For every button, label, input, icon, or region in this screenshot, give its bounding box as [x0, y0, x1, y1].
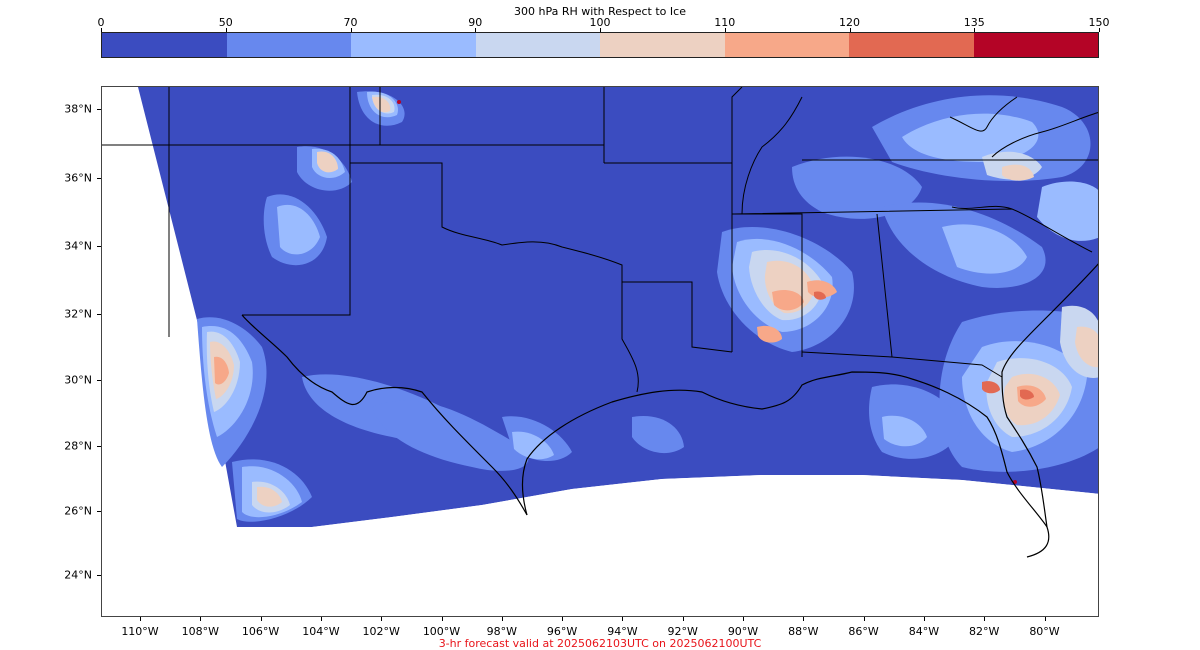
longitude-label: 92°W [667, 625, 698, 638]
latitude-tick [97, 575, 101, 576]
longitude-tick [200, 617, 202, 621]
latitude-label: 28°N [64, 439, 92, 453]
longitude-tick [863, 617, 865, 621]
longitude-label: 94°W [607, 625, 638, 638]
latitude-tick [97, 109, 101, 110]
longitude-label: 86°W [848, 625, 879, 638]
colorbar-segment-0-50 [102, 33, 227, 57]
longitude-label: 84°W [908, 625, 940, 638]
longitude-tick [562, 617, 564, 621]
longitude-tick [501, 617, 503, 621]
latitude-label: 36°N [64, 171, 92, 185]
longitude-tick [622, 617, 624, 621]
latitude-label: 38°N [64, 102, 92, 116]
colorbar-tick-label: 70 [343, 16, 358, 29]
latitude-tick [97, 178, 101, 179]
colorbar-segment-90-100 [475, 33, 600, 57]
colorbar-tick [849, 28, 851, 32]
longitude-tick [743, 617, 744, 621]
longitude-label: 98°W [486, 625, 517, 638]
colorbar-tick [225, 28, 227, 32]
latitude-label: 26°N [64, 504, 92, 518]
map-panel[interactable] [101, 86, 1099, 617]
longitude-tick [984, 617, 986, 621]
longitude-label: 100°W [422, 625, 461, 638]
latitude-tick [97, 380, 101, 381]
latitude-tick [97, 446, 101, 447]
longitude-label: 108°W [181, 625, 219, 638]
map-svg [102, 87, 1098, 616]
forecast-valid-caption: 3-hr forecast valid at 2025062103UTC on … [438, 637, 762, 650]
colorbar-tick [724, 28, 726, 32]
colorbar-tick-label: 90 [468, 16, 483, 29]
colorbar-tick [600, 28, 601, 32]
longitude-tick [381, 617, 383, 621]
colorbar [101, 32, 1099, 58]
longitude-label: 88°W [788, 625, 819, 638]
outside-domain-west-blue-fix [102, 147, 172, 337]
longitude-tick [923, 617, 925, 621]
longitude-tick [803, 617, 805, 621]
colorbar-tick [101, 28, 102, 32]
rh-120-135-patches [814, 291, 1034, 400]
longitude-label: 106°W [241, 625, 280, 638]
longitude-label: 96°W [546, 625, 578, 638]
longitude-tick [260, 617, 262, 621]
colorbar-segment-135-150 [973, 33, 1098, 57]
colorbar-tick-label: 135 [963, 16, 985, 29]
state-borders [102, 87, 1098, 393]
latitude-label: 34°N [64, 239, 92, 253]
longitude-label: 110°W [121, 625, 159, 638]
colorbar-tick-label: 120 [839, 16, 860, 29]
longitude-tick [441, 617, 443, 621]
latitude-tick [97, 511, 101, 512]
colorbar-segment-110-120 [724, 33, 849, 57]
colorbar-tick-label: 50 [218, 16, 233, 29]
colorbar-segment-70-90 [351, 33, 476, 57]
colorbar-tick [475, 28, 477, 32]
colorbar-title: 300 hPa RH with Respect to Ice [514, 5, 686, 18]
coastline [241, 263, 1098, 558]
colorbar-tick-label: 110 [714, 16, 736, 29]
colorbar-segment-50-70 [226, 33, 351, 57]
colorbar-tick-label: 0 [97, 16, 105, 29]
latitude-label: 24°N [64, 568, 92, 582]
colorbar-tick-label: 150 [1088, 16, 1110, 29]
colorbar-segment-100-110 [600, 33, 725, 57]
longitude-label: 90°W [727, 625, 759, 638]
longitude-tick [682, 617, 684, 621]
longitude-label: 82°W [969, 625, 1000, 638]
latitude-label: 32°N [64, 307, 92, 321]
longitude-tick [1044, 617, 1046, 621]
longitude-label: 104°W [302, 625, 340, 638]
latitude-tick [97, 314, 101, 315]
longitude-label: 80°W [1029, 625, 1060, 638]
longitude-tick [140, 617, 141, 621]
colorbar-segment-120-135 [849, 33, 974, 57]
colorbar-tick [350, 28, 352, 32]
latitude-tick [97, 246, 101, 247]
longitude-label: 102°W [362, 625, 400, 638]
outside-domain-south [102, 475, 1098, 616]
longitude-tick [320, 617, 322, 621]
latitude-label: 30°N [64, 373, 92, 387]
colorbar-tick-label: 100 [589, 16, 611, 29]
colorbar-tick [974, 28, 976, 32]
colorbar-tick [1099, 28, 1100, 32]
